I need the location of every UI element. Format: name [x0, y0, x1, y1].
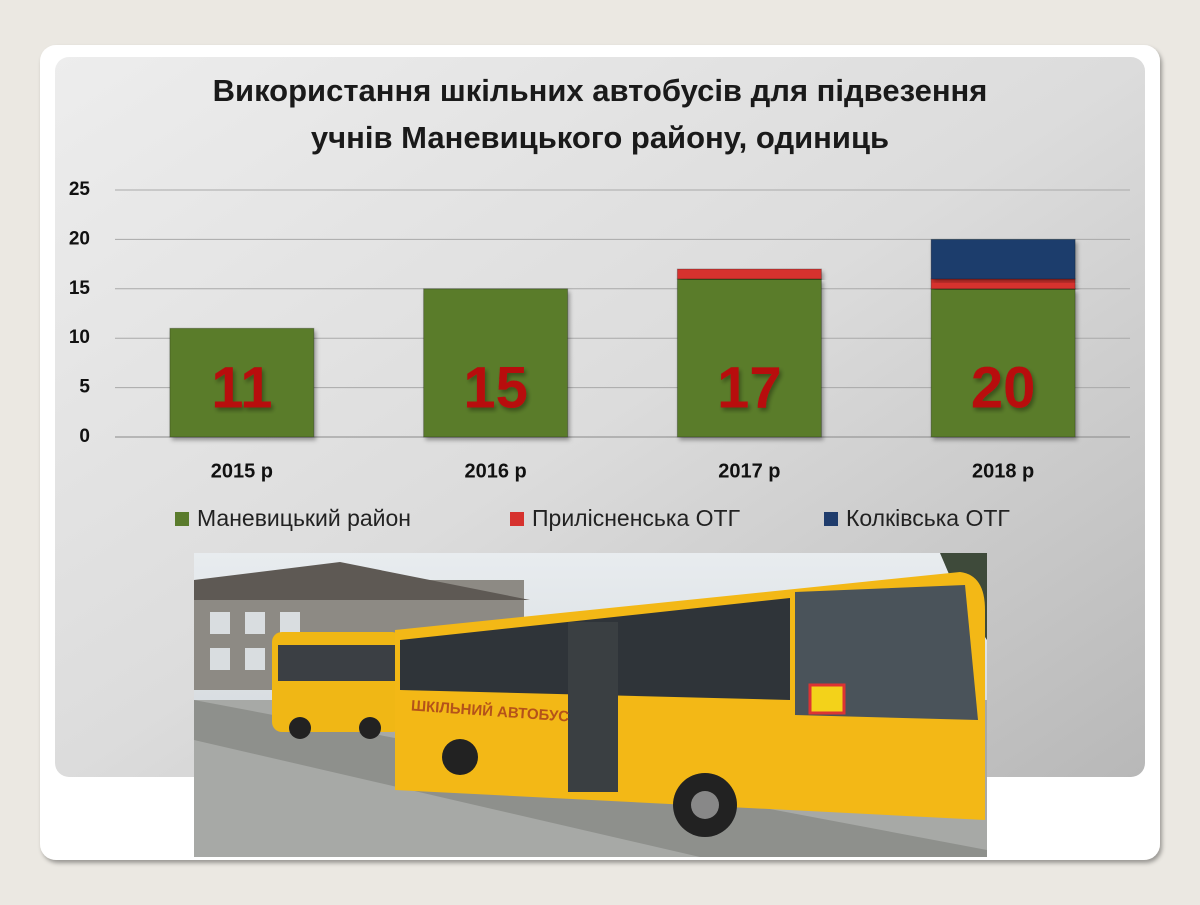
school-sign	[808, 683, 846, 715]
y-tick-label: 20	[69, 228, 90, 249]
data-label: 15	[463, 355, 528, 420]
legend-swatch	[510, 512, 524, 526]
x-tick-label: 2015 р	[211, 460, 273, 482]
door	[568, 622, 618, 792]
data-label: 20	[971, 355, 1036, 420]
y-tick-label: 25	[69, 179, 91, 200]
bar-segment	[423, 288, 569, 438]
y-tick-label: 10	[69, 327, 90, 348]
bar-segment	[676, 268, 822, 280]
bar-segment	[930, 238, 1076, 280]
bar-segment	[930, 288, 1076, 438]
bus-back-windows	[278, 645, 396, 681]
bar-segment	[169, 327, 315, 438]
bar-segment	[930, 278, 1076, 290]
data-label: 11	[211, 355, 272, 420]
chart: Використання шкільних автобусів для підв…	[69, 73, 1130, 531]
x-tick-label: 2018 р	[972, 460, 1034, 482]
photo: ШКІЛЬНИЙ АВТОБУС	[194, 553, 987, 857]
y-tick-label: 5	[79, 377, 90, 398]
legend-label: Прилісненська ОТГ	[532, 505, 741, 531]
chart-title: Використання шкільних автобусів для підв…	[213, 73, 988, 108]
y-tick-label: 0	[79, 426, 90, 447]
roof	[194, 562, 530, 600]
data-label: 17	[717, 355, 782, 420]
chart-title: учнів Маневицького району, одиниць	[311, 120, 889, 155]
legend-label: Колківська ОТГ	[846, 505, 1010, 531]
legend-swatch	[175, 512, 189, 526]
bar-segment	[676, 278, 822, 438]
legend-label: Маневицький район	[197, 505, 411, 531]
x-tick-label: 2016 р	[464, 460, 526, 482]
x-tick-label: 2017 р	[718, 460, 780, 482]
y-tick-label: 15	[69, 278, 91, 299]
legend-swatch	[824, 512, 838, 526]
